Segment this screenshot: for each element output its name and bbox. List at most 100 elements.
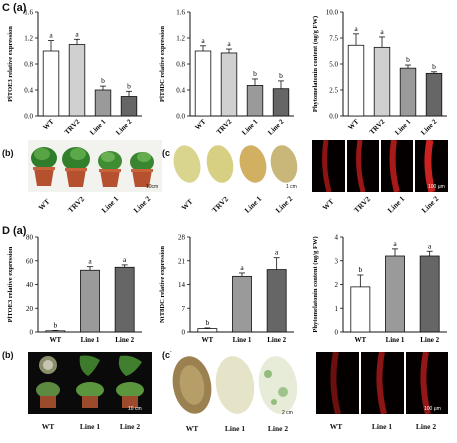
label-d-c-line2: Line 2	[267, 424, 289, 433]
significance-letter: b	[406, 55, 410, 64]
scale-bar-c-c: 1 cm	[286, 184, 297, 190]
bar	[45, 330, 66, 333]
panel-label-c-a: C (a)	[2, 2, 27, 14]
chart-d-phytomelatonin: 0 1 2 3 4 Phytomelatonin content (ng/g FW) b WT…	[312, 234, 447, 344]
bar	[425, 72, 443, 117]
x-tick-label: WT	[194, 118, 208, 132]
scale-bar-d-f: 100 μm	[424, 406, 441, 412]
chart-c-t8dc-expression: 0.0 0.4 0.8 1.2 1.6 PlT8DC relative expressio…	[159, 9, 294, 137]
x-tick-label: Line 2	[267, 336, 286, 344]
significance-letter: b	[101, 76, 105, 85]
plot-area: 0.0 0.4 0.8 1.2 1.6 PlT8DC relative expressio…	[159, 9, 294, 137]
y-tick-label: 7.5	[329, 35, 338, 43]
x-tick-label: WT	[201, 336, 213, 344]
y-axis-label: PlT8DC relative expression	[159, 26, 166, 102]
significance-letter: b	[253, 69, 257, 78]
bar	[42, 50, 60, 117]
panel-label-d-b: (b)	[2, 350, 14, 360]
y-tick-label: 0.0	[329, 113, 338, 121]
panel-label-c-b: (b)	[2, 148, 14, 158]
x-tick-label: Line 2	[115, 336, 134, 344]
label-c-b-trv2: TRV2	[65, 194, 87, 215]
x-tick-label: Line 1	[240, 117, 259, 136]
label-c-f-trv2: TRV2	[351, 194, 373, 215]
label-c-b-line1: Line 1	[99, 194, 121, 215]
y-tick-label: 0	[182, 329, 186, 337]
label-c-c-line1: Line 1	[242, 194, 264, 215]
x-tick-label: TRV2	[368, 117, 387, 136]
significance-letter: b	[358, 265, 362, 274]
label-d-c-wt: WT	[185, 424, 199, 433]
panel-label-d-a: D (a)	[2, 225, 27, 237]
bar	[232, 275, 252, 333]
label-c-b-wt: WT	[36, 196, 52, 213]
x-tick-label: WT	[42, 118, 56, 132]
y-tick-label: 7	[182, 305, 186, 313]
chart-c-toe3-expression: 0.0 0.4 0.8 1.2 1.6 PlTOE3 relative expressio…	[7, 9, 142, 137]
label-d-b-wt: WT	[41, 422, 55, 431]
significance-letter: a	[75, 29, 79, 38]
label-c-c-trv2: TRV2	[209, 194, 231, 215]
chart-c-phytomelatonin: 0.0 2.5 5.0 7.5 10.0 Phytomelatonin content (…	[312, 9, 447, 137]
y-tick-label: 80	[26, 234, 34, 242]
x-tick-label: Line 1	[233, 336, 252, 344]
y-tick-label: 2	[335, 281, 339, 289]
bar	[194, 50, 212, 117]
significance-letter: a	[428, 241, 432, 250]
significance-letter: b	[127, 81, 131, 90]
label-c-c-line2: Line 2	[273, 194, 295, 215]
significance-letter: a	[227, 39, 231, 48]
bar	[114, 266, 135, 333]
bar	[347, 44, 365, 117]
x-tick-label: Line 1	[88, 117, 107, 136]
y-tick-label: 0.4	[176, 87, 185, 95]
bar	[399, 67, 417, 117]
y-tick-label: 1.6	[176, 9, 185, 17]
bar	[68, 44, 86, 117]
y-tick-label: 1	[335, 305, 339, 313]
plot-area: 0.0 2.5 5.0 7.5 10.0 Phytomelatonin content (…	[312, 9, 447, 137]
bar	[272, 88, 290, 117]
label-d-b-line1: Line 1	[79, 422, 101, 431]
label-d-f-wt: WT	[329, 422, 343, 431]
y-tick-label: 2.5	[329, 87, 338, 95]
bar	[350, 286, 371, 333]
panel-label-d-c: (c)	[162, 350, 173, 360]
plot-area: 0 7 14 21 28 NtT8DC relative expression b WT a Li…	[159, 234, 294, 344]
y-tick-label: 1.6	[24, 9, 33, 17]
plot-area: 0.0 0.4 0.8 1.2 1.6 PlTOE3 relative expressio…	[7, 9, 142, 137]
bar	[385, 255, 405, 333]
plant-photo-c	[28, 140, 162, 192]
bar	[220, 52, 238, 117]
significance-letter: b	[53, 320, 57, 329]
y-tick-label: 0.0	[176, 113, 185, 121]
y-tick-label: 1.2	[24, 35, 33, 43]
y-tick-label: 4	[335, 234, 339, 242]
label-c-c-wt: WT	[179, 196, 195, 213]
y-tick-label: 10.0	[326, 9, 339, 17]
x-tick-label: Line 1	[393, 117, 412, 136]
significance-letter: a	[275, 248, 279, 257]
y-axis-label: Phytomelatonin content (ng/g FW)	[312, 16, 319, 112]
label-c-b-line2: Line 2	[131, 194, 153, 215]
significance-letter: b	[279, 71, 283, 80]
x-tick-label: Line 2	[114, 117, 133, 136]
bar	[419, 255, 440, 333]
label-c-f-wt: WT	[320, 196, 336, 213]
scale-bar-c-f: 100 μm	[428, 184, 445, 190]
label-d-b-line2: Line 2	[119, 422, 141, 431]
x-tick-label: WT	[354, 336, 366, 344]
y-axis-label: Phytomelatonin content (ng/g FW)	[312, 236, 319, 332]
y-tick-label: 0.8	[24, 61, 33, 69]
leaf-photo-d	[170, 352, 300, 418]
significance-letter: b	[205, 318, 209, 327]
significance-letter: a	[240, 263, 244, 272]
x-tick-label: TRV2	[63, 117, 82, 136]
plot-area: 0 20 40 60 80 PlTOE3 relative expression b WT a L…	[7, 234, 142, 344]
significance-letter: a	[393, 239, 397, 248]
label-d-c-line1: Line 1	[224, 424, 246, 433]
significance-letter: a	[88, 257, 92, 266]
significance-letter: a	[201, 36, 205, 45]
panel-label-c-c: (c)	[162, 148, 173, 158]
label-c-f-line2: Line 2	[419, 194, 441, 215]
